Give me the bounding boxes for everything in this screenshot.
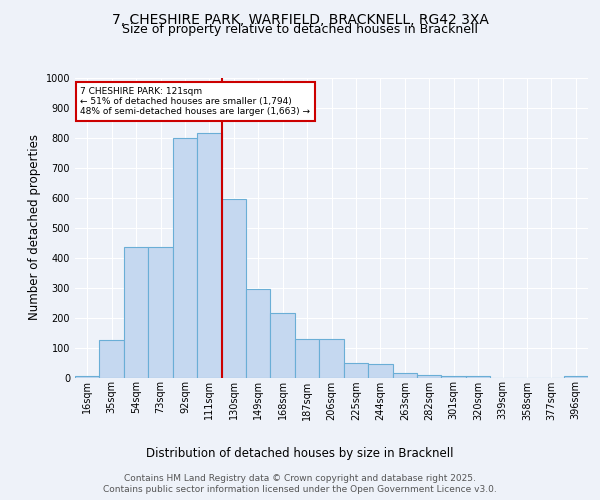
Bar <box>563 376 588 378</box>
Bar <box>197 133 221 378</box>
Y-axis label: Number of detached properties: Number of detached properties <box>28 134 41 320</box>
Bar <box>344 362 368 378</box>
Text: Size of property relative to detached houses in Bracknell: Size of property relative to detached ho… <box>122 22 478 36</box>
Bar <box>100 340 124 378</box>
Bar <box>124 247 148 378</box>
Bar <box>75 376 100 378</box>
Text: Contains HM Land Registry data © Crown copyright and database right 2025.: Contains HM Land Registry data © Crown c… <box>124 474 476 483</box>
Text: 7, CHESHIRE PARK, WARFIELD, BRACKNELL, RG42 3XA: 7, CHESHIRE PARK, WARFIELD, BRACKNELL, R… <box>112 12 488 26</box>
Text: 7 CHESHIRE PARK: 121sqm
← 51% of detached houses are smaller (1,794)
48% of semi: 7 CHESHIRE PARK: 121sqm ← 51% of detache… <box>80 86 310 117</box>
Text: Distribution of detached houses by size in Bracknell: Distribution of detached houses by size … <box>146 448 454 460</box>
Bar <box>417 374 442 378</box>
Bar <box>148 247 173 378</box>
Bar <box>271 313 295 378</box>
Bar <box>246 289 271 378</box>
Bar <box>295 338 319 378</box>
Bar <box>368 364 392 378</box>
Bar <box>173 138 197 378</box>
Bar <box>466 376 490 378</box>
Bar <box>221 199 246 378</box>
Bar <box>392 373 417 378</box>
Bar <box>319 338 344 378</box>
Text: Contains public sector information licensed under the Open Government Licence v3: Contains public sector information licen… <box>103 485 497 494</box>
Bar <box>442 376 466 378</box>
